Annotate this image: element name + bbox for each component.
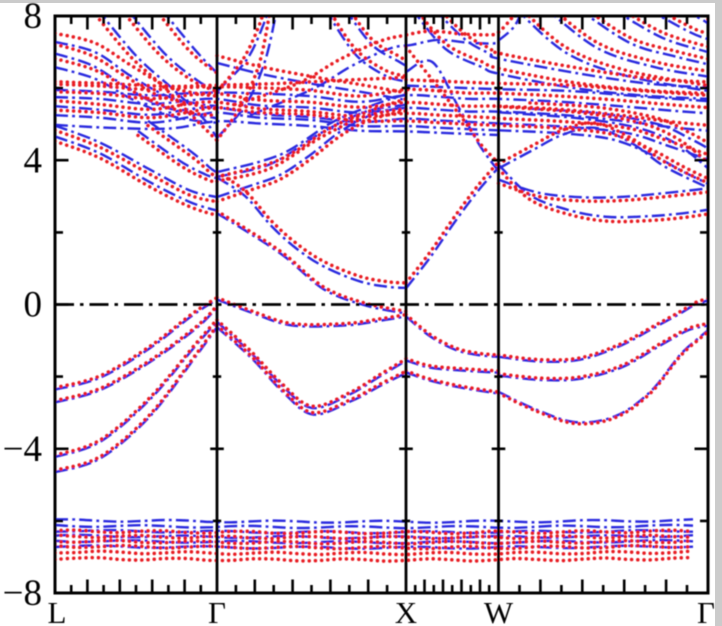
- svg-text:Γ: Γ: [208, 595, 226, 626]
- svg-text:X: X: [395, 595, 417, 626]
- svg-text:−8: −8: [3, 573, 42, 614]
- svg-text:4: 4: [24, 140, 43, 181]
- svg-text:L: L: [48, 595, 67, 626]
- svg-text:Γ: Γ: [697, 595, 715, 626]
- svg-text:−4: −4: [3, 429, 42, 470]
- svg-text:0: 0: [24, 285, 43, 326]
- svg-text:W: W: [484, 595, 514, 626]
- svg-text:8: 8: [24, 0, 43, 37]
